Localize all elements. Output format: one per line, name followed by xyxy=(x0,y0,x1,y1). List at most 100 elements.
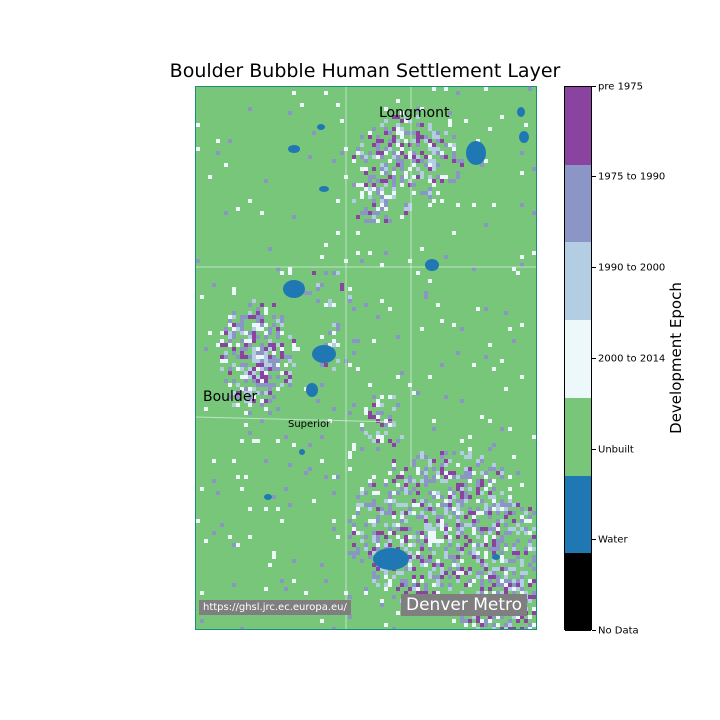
settlement-cell xyxy=(528,547,532,551)
settlement-cell xyxy=(484,555,488,559)
settlement-cell xyxy=(376,207,380,211)
settlement-cell xyxy=(444,395,448,399)
settlement-cell xyxy=(480,619,484,623)
settlement-cell xyxy=(496,519,500,523)
settlement-cell xyxy=(360,151,364,155)
settlement-cell xyxy=(364,171,368,175)
settlement-cell xyxy=(248,431,252,435)
legend-tick xyxy=(592,267,596,269)
settlement-cell xyxy=(280,519,284,523)
settlement-cell xyxy=(444,87,448,91)
settlement-cell xyxy=(420,547,424,551)
settlement-cell xyxy=(348,535,352,539)
settlement-cell xyxy=(372,551,376,555)
settlement-cell xyxy=(432,575,436,579)
settlement-cell xyxy=(368,435,372,439)
settlement-cell xyxy=(244,475,248,479)
settlement-cell xyxy=(272,555,276,559)
settlement-cell xyxy=(372,395,376,399)
settlement-cell xyxy=(260,323,264,327)
settlement-cell xyxy=(496,471,500,475)
settlement-cell xyxy=(308,155,312,159)
settlement-cell xyxy=(420,479,424,483)
settlement-cell xyxy=(380,179,384,183)
settlement-cell xyxy=(464,495,468,499)
settlement-cell xyxy=(496,623,500,627)
settlement-cell xyxy=(376,315,380,319)
settlement-cell xyxy=(284,487,288,491)
settlement-cell xyxy=(288,355,292,359)
settlement-cell xyxy=(384,119,388,123)
settlement-cell xyxy=(404,155,408,159)
settlement-cell xyxy=(428,123,432,127)
settlement-cell xyxy=(504,523,508,527)
settlement-cell xyxy=(332,519,336,523)
settlement-cell xyxy=(228,343,232,347)
settlement-cell xyxy=(372,491,376,495)
settlement-cell xyxy=(472,471,476,475)
settlement-cell xyxy=(496,575,500,579)
settlement-cell xyxy=(272,343,276,347)
settlement-cell xyxy=(448,555,452,559)
settlement-cell xyxy=(384,499,388,503)
settlement-cell xyxy=(376,147,380,151)
settlement-cell xyxy=(268,411,272,415)
settlement-cell xyxy=(484,503,488,507)
settlement-cell xyxy=(504,567,508,571)
settlement-cell xyxy=(252,367,256,371)
settlement-cell xyxy=(232,347,236,351)
settlement-cell xyxy=(428,159,432,163)
settlement-cell xyxy=(468,487,472,491)
settlement-cell xyxy=(284,379,288,383)
settlement-cell xyxy=(460,487,464,491)
settlement-cell xyxy=(516,579,520,583)
settlement-cell xyxy=(364,211,368,215)
settlement-cell xyxy=(468,619,472,623)
settlement-cell xyxy=(220,367,224,371)
settlement-cell xyxy=(436,559,440,563)
legend-tick xyxy=(592,539,596,541)
settlement-cell xyxy=(444,475,448,479)
settlement-cell xyxy=(424,471,428,475)
settlement-cell xyxy=(228,383,232,387)
settlement-cell xyxy=(336,343,340,347)
settlement-cell xyxy=(500,539,504,543)
settlement-cell xyxy=(520,575,524,579)
settlement-cell xyxy=(456,523,460,527)
settlement-cell xyxy=(316,299,320,303)
settlement-cell xyxy=(472,527,476,531)
settlement-cell xyxy=(260,399,264,403)
settlement-cell xyxy=(448,583,452,587)
settlement-cell xyxy=(460,615,464,619)
settlement-cell xyxy=(480,499,484,503)
settlement-cell xyxy=(408,383,412,387)
settlement-cell xyxy=(456,91,460,95)
settlement-cell xyxy=(436,575,440,579)
settlement-cell xyxy=(272,359,276,363)
settlement-cell xyxy=(444,143,448,147)
settlement-map[interactable] xyxy=(195,86,537,630)
settlement-cell xyxy=(492,615,496,619)
settlement-cell xyxy=(200,591,204,595)
settlement-cell xyxy=(384,423,388,427)
settlement-cell xyxy=(416,483,420,487)
settlement-cell xyxy=(320,383,324,387)
settlement-cell xyxy=(408,587,412,591)
settlement-cell xyxy=(524,547,528,551)
settlement-cell xyxy=(460,483,464,487)
settlement-cell xyxy=(464,471,468,475)
settlement-cell xyxy=(460,503,464,507)
settlement-cell xyxy=(408,183,412,187)
settlement-cell xyxy=(264,351,268,355)
settlement-cell xyxy=(384,171,388,175)
settlement-cell xyxy=(264,391,268,395)
settlement-cell xyxy=(440,563,444,567)
settlement-cell xyxy=(520,263,524,267)
settlement-cell xyxy=(520,559,524,563)
settlement-cell xyxy=(284,355,288,359)
settlement-cell xyxy=(416,551,420,555)
settlement-cell xyxy=(520,583,524,587)
settlement-cell xyxy=(536,511,537,515)
settlement-cell xyxy=(488,531,492,535)
settlement-cell xyxy=(484,539,488,543)
